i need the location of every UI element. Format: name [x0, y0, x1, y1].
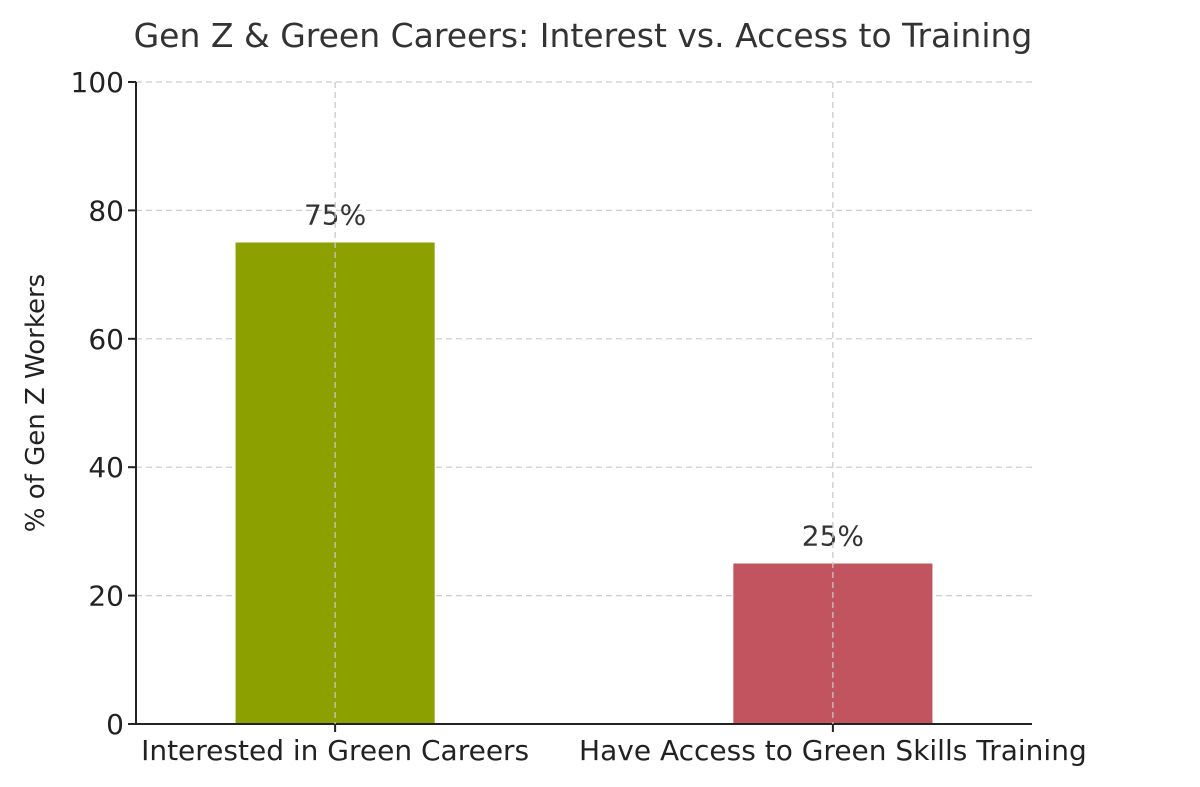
- chart-title: Gen Z & Green Careers: Interest vs. Acce…: [134, 16, 1033, 55]
- y-tick-label: 60: [88, 323, 124, 356]
- bar-layer: [235, 242, 933, 724]
- y-axis-label: % of Gen Z Workers: [21, 274, 51, 532]
- x-tick-label: Interested in Green Careers: [141, 734, 529, 767]
- x-tick-label: Have Access to Green Skills Training: [579, 734, 1087, 767]
- y-tick-label: 0: [106, 708, 124, 741]
- y-tick-label: 40: [88, 451, 124, 484]
- y-tick-label: 20: [88, 580, 124, 613]
- y-tick-label: 80: [88, 194, 124, 227]
- y-tick-label: 100: [71, 66, 124, 99]
- axis-layer: 0 20 40 60 80 100 Interested in Green Careers H…: [71, 66, 1087, 767]
- label-layer: 75%25%: [304, 82, 864, 724]
